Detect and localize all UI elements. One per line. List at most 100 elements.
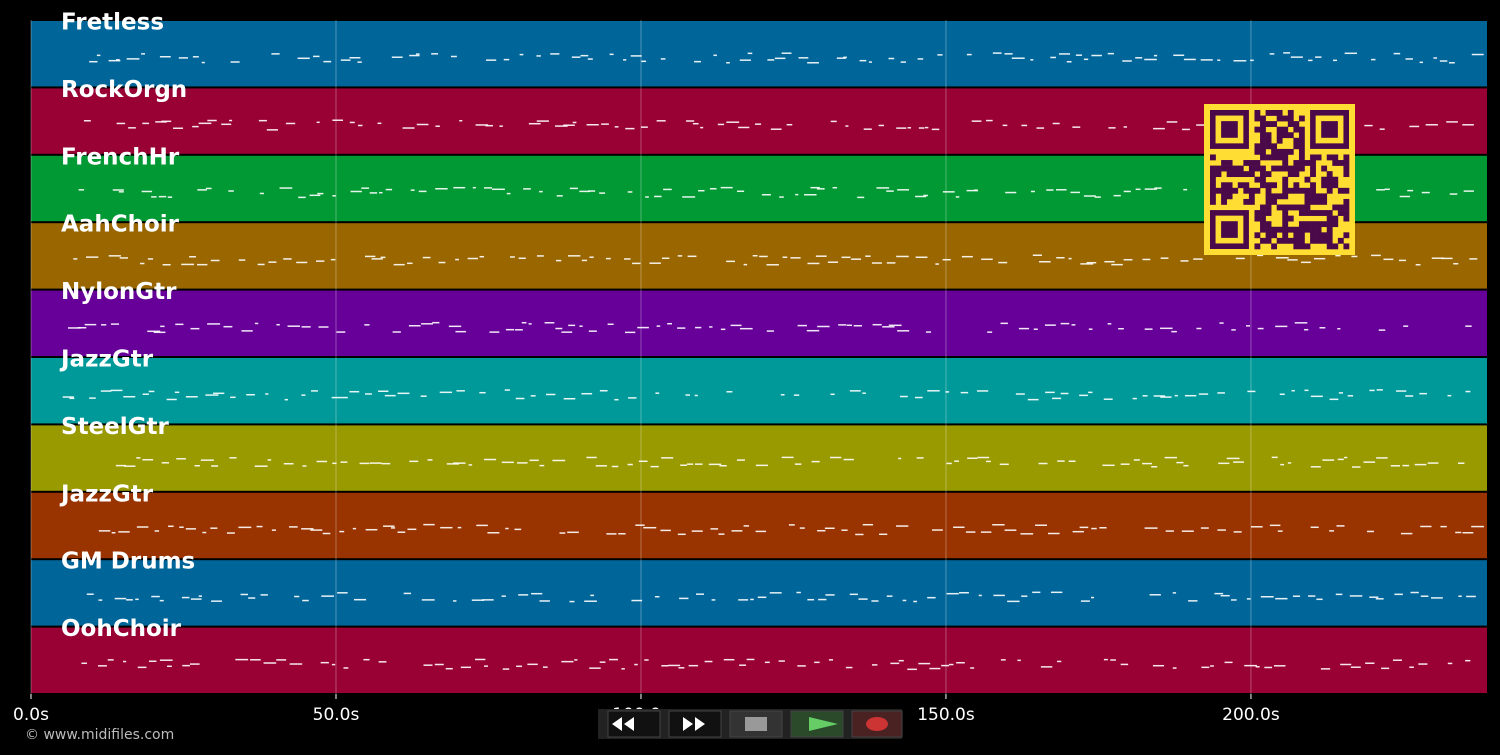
qr-module (1310, 198, 1316, 205)
note (1310, 395, 1323, 398)
note (925, 331, 932, 333)
note (229, 457, 237, 459)
forward-icon (683, 717, 705, 731)
note (1103, 398, 1113, 400)
qr-module (1343, 232, 1350, 239)
note (1151, 466, 1158, 468)
note (531, 592, 543, 595)
note (569, 187, 578, 190)
note (515, 397, 525, 400)
qr-module (1343, 160, 1350, 166)
note (1439, 60, 1448, 62)
note (197, 189, 207, 191)
note (956, 661, 965, 664)
note (1381, 667, 1390, 670)
note (189, 663, 200, 665)
note (1310, 526, 1319, 529)
note (420, 395, 427, 397)
qr-module (1210, 198, 1216, 205)
note (539, 600, 550, 602)
note (467, 257, 478, 260)
note (1072, 126, 1081, 128)
note (896, 127, 907, 129)
note (1332, 59, 1338, 62)
note (649, 262, 661, 264)
note (980, 531, 992, 533)
note (1079, 526, 1089, 529)
qr-module (1221, 193, 1227, 200)
qr-module (1282, 215, 1289, 222)
note (726, 391, 733, 393)
note (332, 462, 337, 465)
qr-module (1276, 132, 1283, 139)
qr-module (1343, 165, 1350, 172)
qr-module (1210, 187, 1216, 194)
note (1336, 525, 1345, 527)
note (1233, 531, 1242, 533)
qr-finder-core (1221, 121, 1238, 138)
qr-module (1287, 148, 1294, 155)
note (1004, 529, 1017, 531)
note (599, 389, 608, 392)
note (297, 57, 310, 60)
qr-module (1332, 160, 1339, 166)
note (1038, 261, 1051, 263)
qr-module (1326, 154, 1333, 161)
note (631, 599, 643, 602)
note (917, 58, 924, 60)
note (1338, 392, 1344, 394)
note (1108, 127, 1116, 129)
note (518, 257, 526, 260)
note (453, 462, 466, 464)
note (192, 125, 199, 128)
note (1135, 188, 1141, 191)
note (695, 326, 702, 329)
note (739, 59, 751, 61)
note (502, 668, 510, 670)
track-name: Fretless (61, 10, 164, 36)
note (1152, 664, 1165, 667)
note (501, 595, 506, 597)
note (838, 324, 847, 326)
note (1182, 128, 1190, 131)
note (536, 120, 549, 122)
qr-module (1210, 171, 1216, 178)
qr-module (1215, 171, 1222, 178)
rewind-icon (612, 717, 634, 731)
note (316, 121, 320, 124)
note (871, 664, 878, 666)
note (1030, 190, 1035, 193)
note (1183, 188, 1188, 191)
note (148, 390, 155, 393)
note (1160, 257, 1169, 259)
note (807, 62, 819, 64)
note (254, 465, 268, 467)
note (248, 597, 256, 599)
note (824, 527, 835, 530)
qr-module (1271, 148, 1278, 155)
note (1427, 462, 1439, 464)
note (788, 524, 795, 526)
note (630, 55, 642, 57)
qr-module (1271, 121, 1278, 127)
note (661, 457, 674, 459)
note (966, 189, 978, 192)
qr-module (1271, 198, 1278, 205)
note (965, 531, 976, 533)
qr-module (1332, 182, 1339, 189)
note (128, 127, 136, 129)
note (1045, 391, 1055, 394)
note (1123, 258, 1133, 261)
note (746, 658, 755, 661)
note (677, 255, 683, 257)
qr-module (1265, 154, 1272, 161)
note (1375, 598, 1384, 600)
qr-module (1326, 237, 1333, 244)
note (1123, 126, 1128, 128)
note (830, 393, 835, 396)
note (343, 667, 349, 669)
note (807, 262, 820, 265)
qr-module (1287, 132, 1294, 139)
note (1142, 462, 1152, 465)
qr-module (1265, 137, 1272, 144)
